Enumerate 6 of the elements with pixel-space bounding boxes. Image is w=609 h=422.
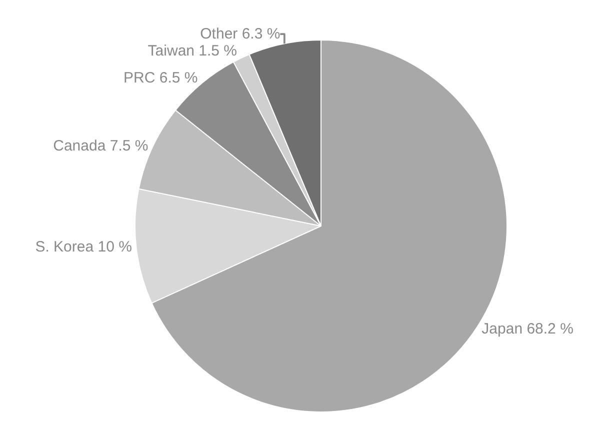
slice-label: Other 6.3 % bbox=[200, 26, 280, 43]
slice-label: Taiwan 1.5 % bbox=[148, 42, 238, 60]
slice-label: PRC 6.5 % bbox=[124, 70, 198, 87]
slice-label: S. Korea 10 % bbox=[35, 238, 132, 256]
slice-label: Canada 7.5 % bbox=[53, 137, 148, 154]
slice-label: Japan 68.2 % bbox=[482, 320, 574, 338]
